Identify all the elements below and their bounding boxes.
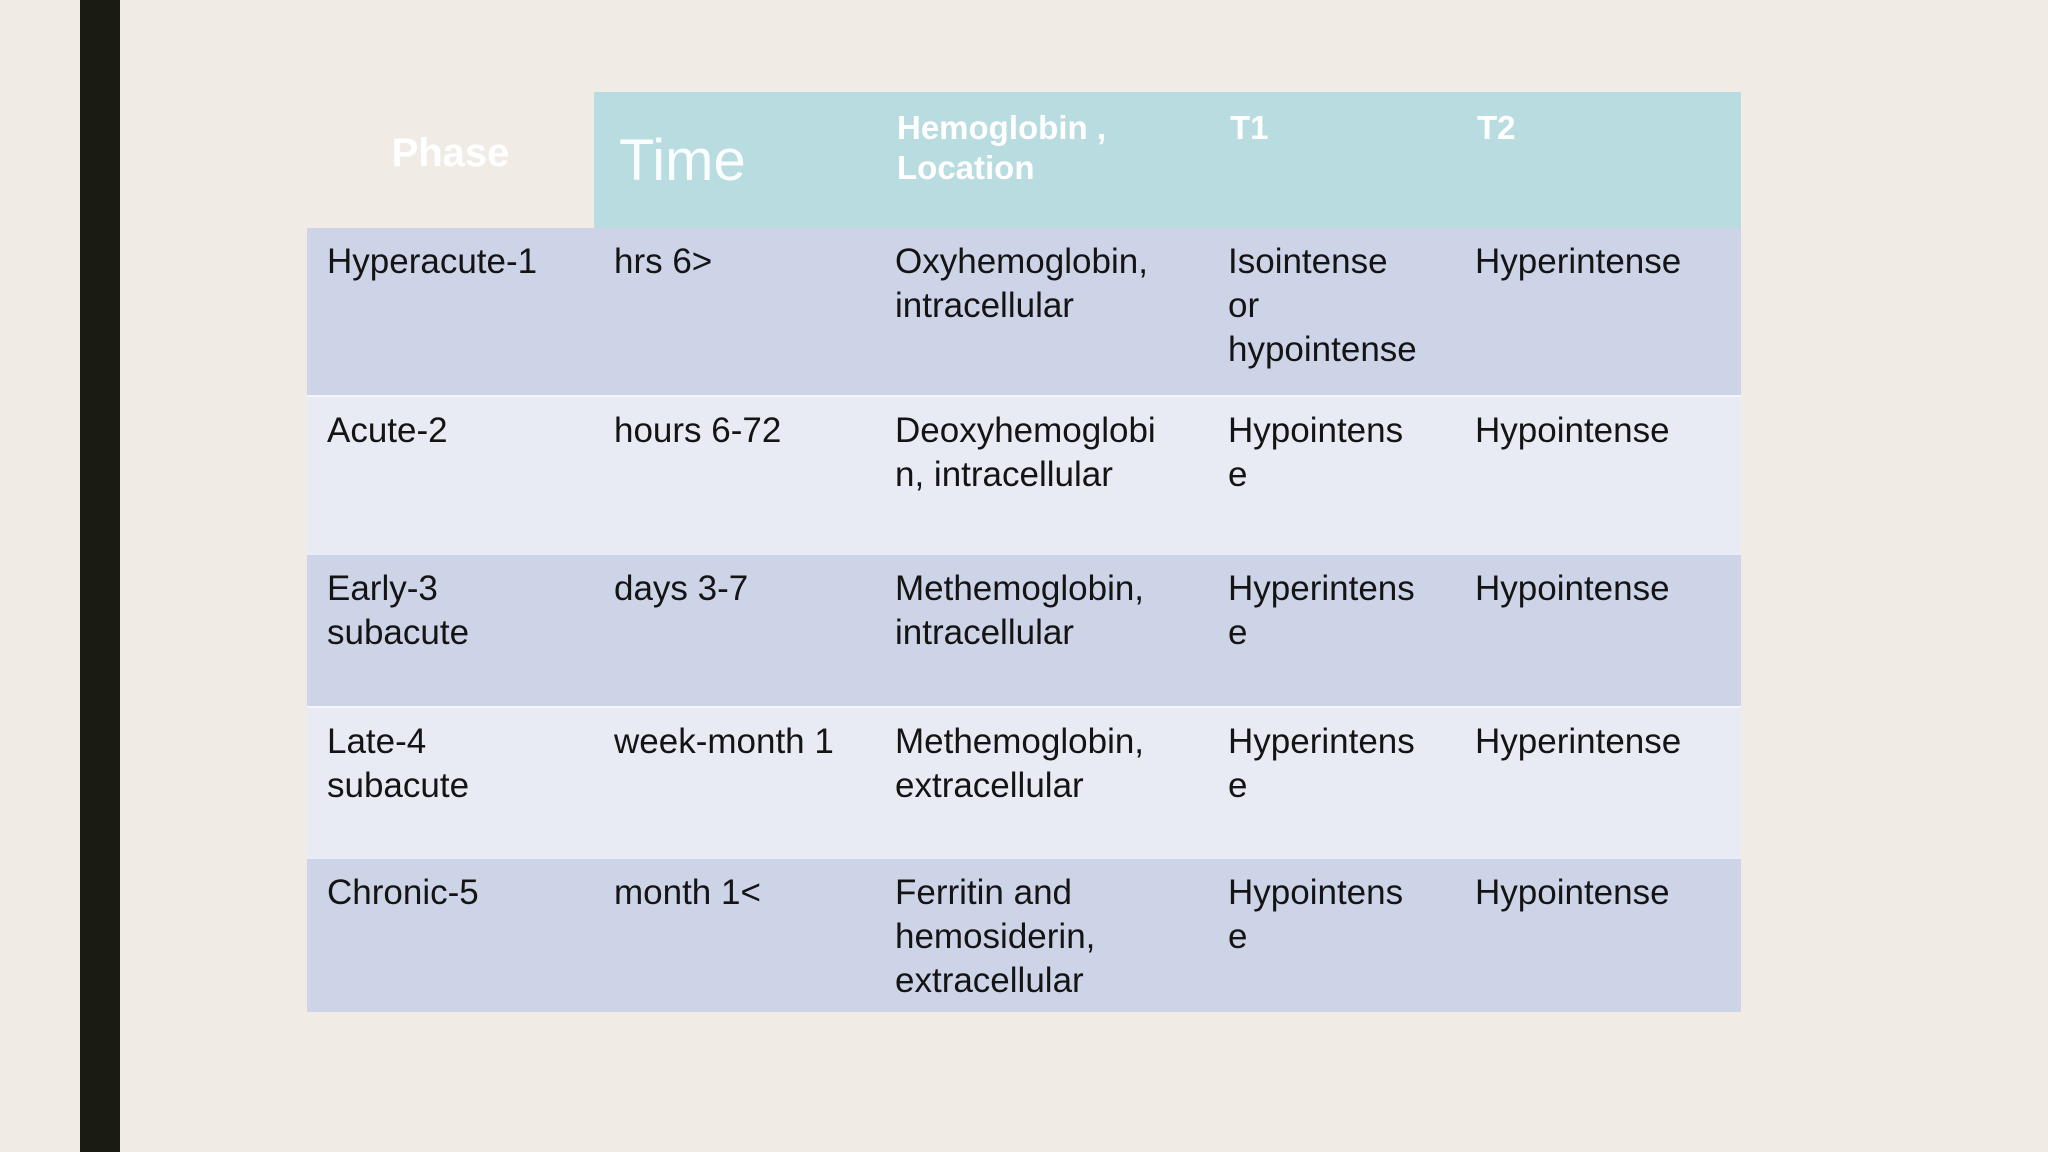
header-cell-hemoglobin-location: Hemoglobin , Location [875,92,1208,228]
cell-t1: Isointense or hypointense [1228,242,1417,369]
header-cell-t1: T1 [1208,92,1455,228]
cell-t2: Hypointense [1475,569,1670,608]
cell-t2: Hypointense [1475,873,1670,912]
cell-hemoglobin-location: Deoxyhemoglobi n, intracellular [895,411,1156,494]
cell-t1: Hypointens e [1228,873,1404,956]
cell-t1: Hypointens e [1228,411,1404,494]
cell-phase: Late-4 subacute [327,722,470,805]
mri-hemorrhage-phase-table: Phase Time Hemoglobin , Location T1 T2 H… [307,92,1741,1012]
cell-t1: Hyperintens e [1228,569,1415,652]
cell-t2: Hyperintense [1475,722,1682,761]
cell-phase: Acute-2 [327,411,448,450]
header-cell-phase: Phase [391,130,510,175]
header-cell-t2: T2 [1455,92,1741,228]
table-row-early-subacute: Early-3 subacute days 3-7 Methemoglobin,… [307,553,1741,706]
cell-phase: Chronic-5 [327,873,479,912]
cell-phase: Early-3 subacute [327,569,470,652]
cell-hemoglobin-location: Ferritin and hemosiderin, extracellular [895,873,1096,1000]
cell-time: week-month 1 [614,722,834,761]
cell-hemoglobin-location: Methemoglobin, intracellular [895,569,1145,652]
table-row-acute: Acute-2 hours 6-72 Deoxyhemoglobi n, int… [307,395,1741,553]
cell-t2: Hyperintense [1475,242,1682,281]
cell-time: days 3-7 [614,569,749,608]
table-row-chronic: Chronic-5 month 1< Ferritin and hemoside… [307,857,1741,1012]
cell-t1: Hyperintens e [1228,722,1415,805]
table-header-row: Phase Time Hemoglobin , Location T1 T2 [307,92,1741,228]
cell-time: hours 6-72 [614,411,782,450]
cell-t2: Hypointense [1475,411,1670,450]
left-accent-bar [80,0,120,1152]
table-row-hyperacute: Hyperacute-1 hrs 6> Oxyhemoglobin, intra… [307,228,1741,395]
header-cell-time: Time [594,92,875,228]
cell-hemoglobin-location: Oxyhemoglobin, intracellular [895,242,1148,325]
table-row-late-subacute: Late-4 subacute week-month 1 Methemoglob… [307,706,1741,857]
cell-hemoglobin-location: Methemoglobin, extracellular [895,722,1145,805]
cell-time: hrs 6> [614,242,713,281]
cell-time: month 1< [614,873,761,912]
cell-phase: Hyperacute-1 [327,242,538,281]
